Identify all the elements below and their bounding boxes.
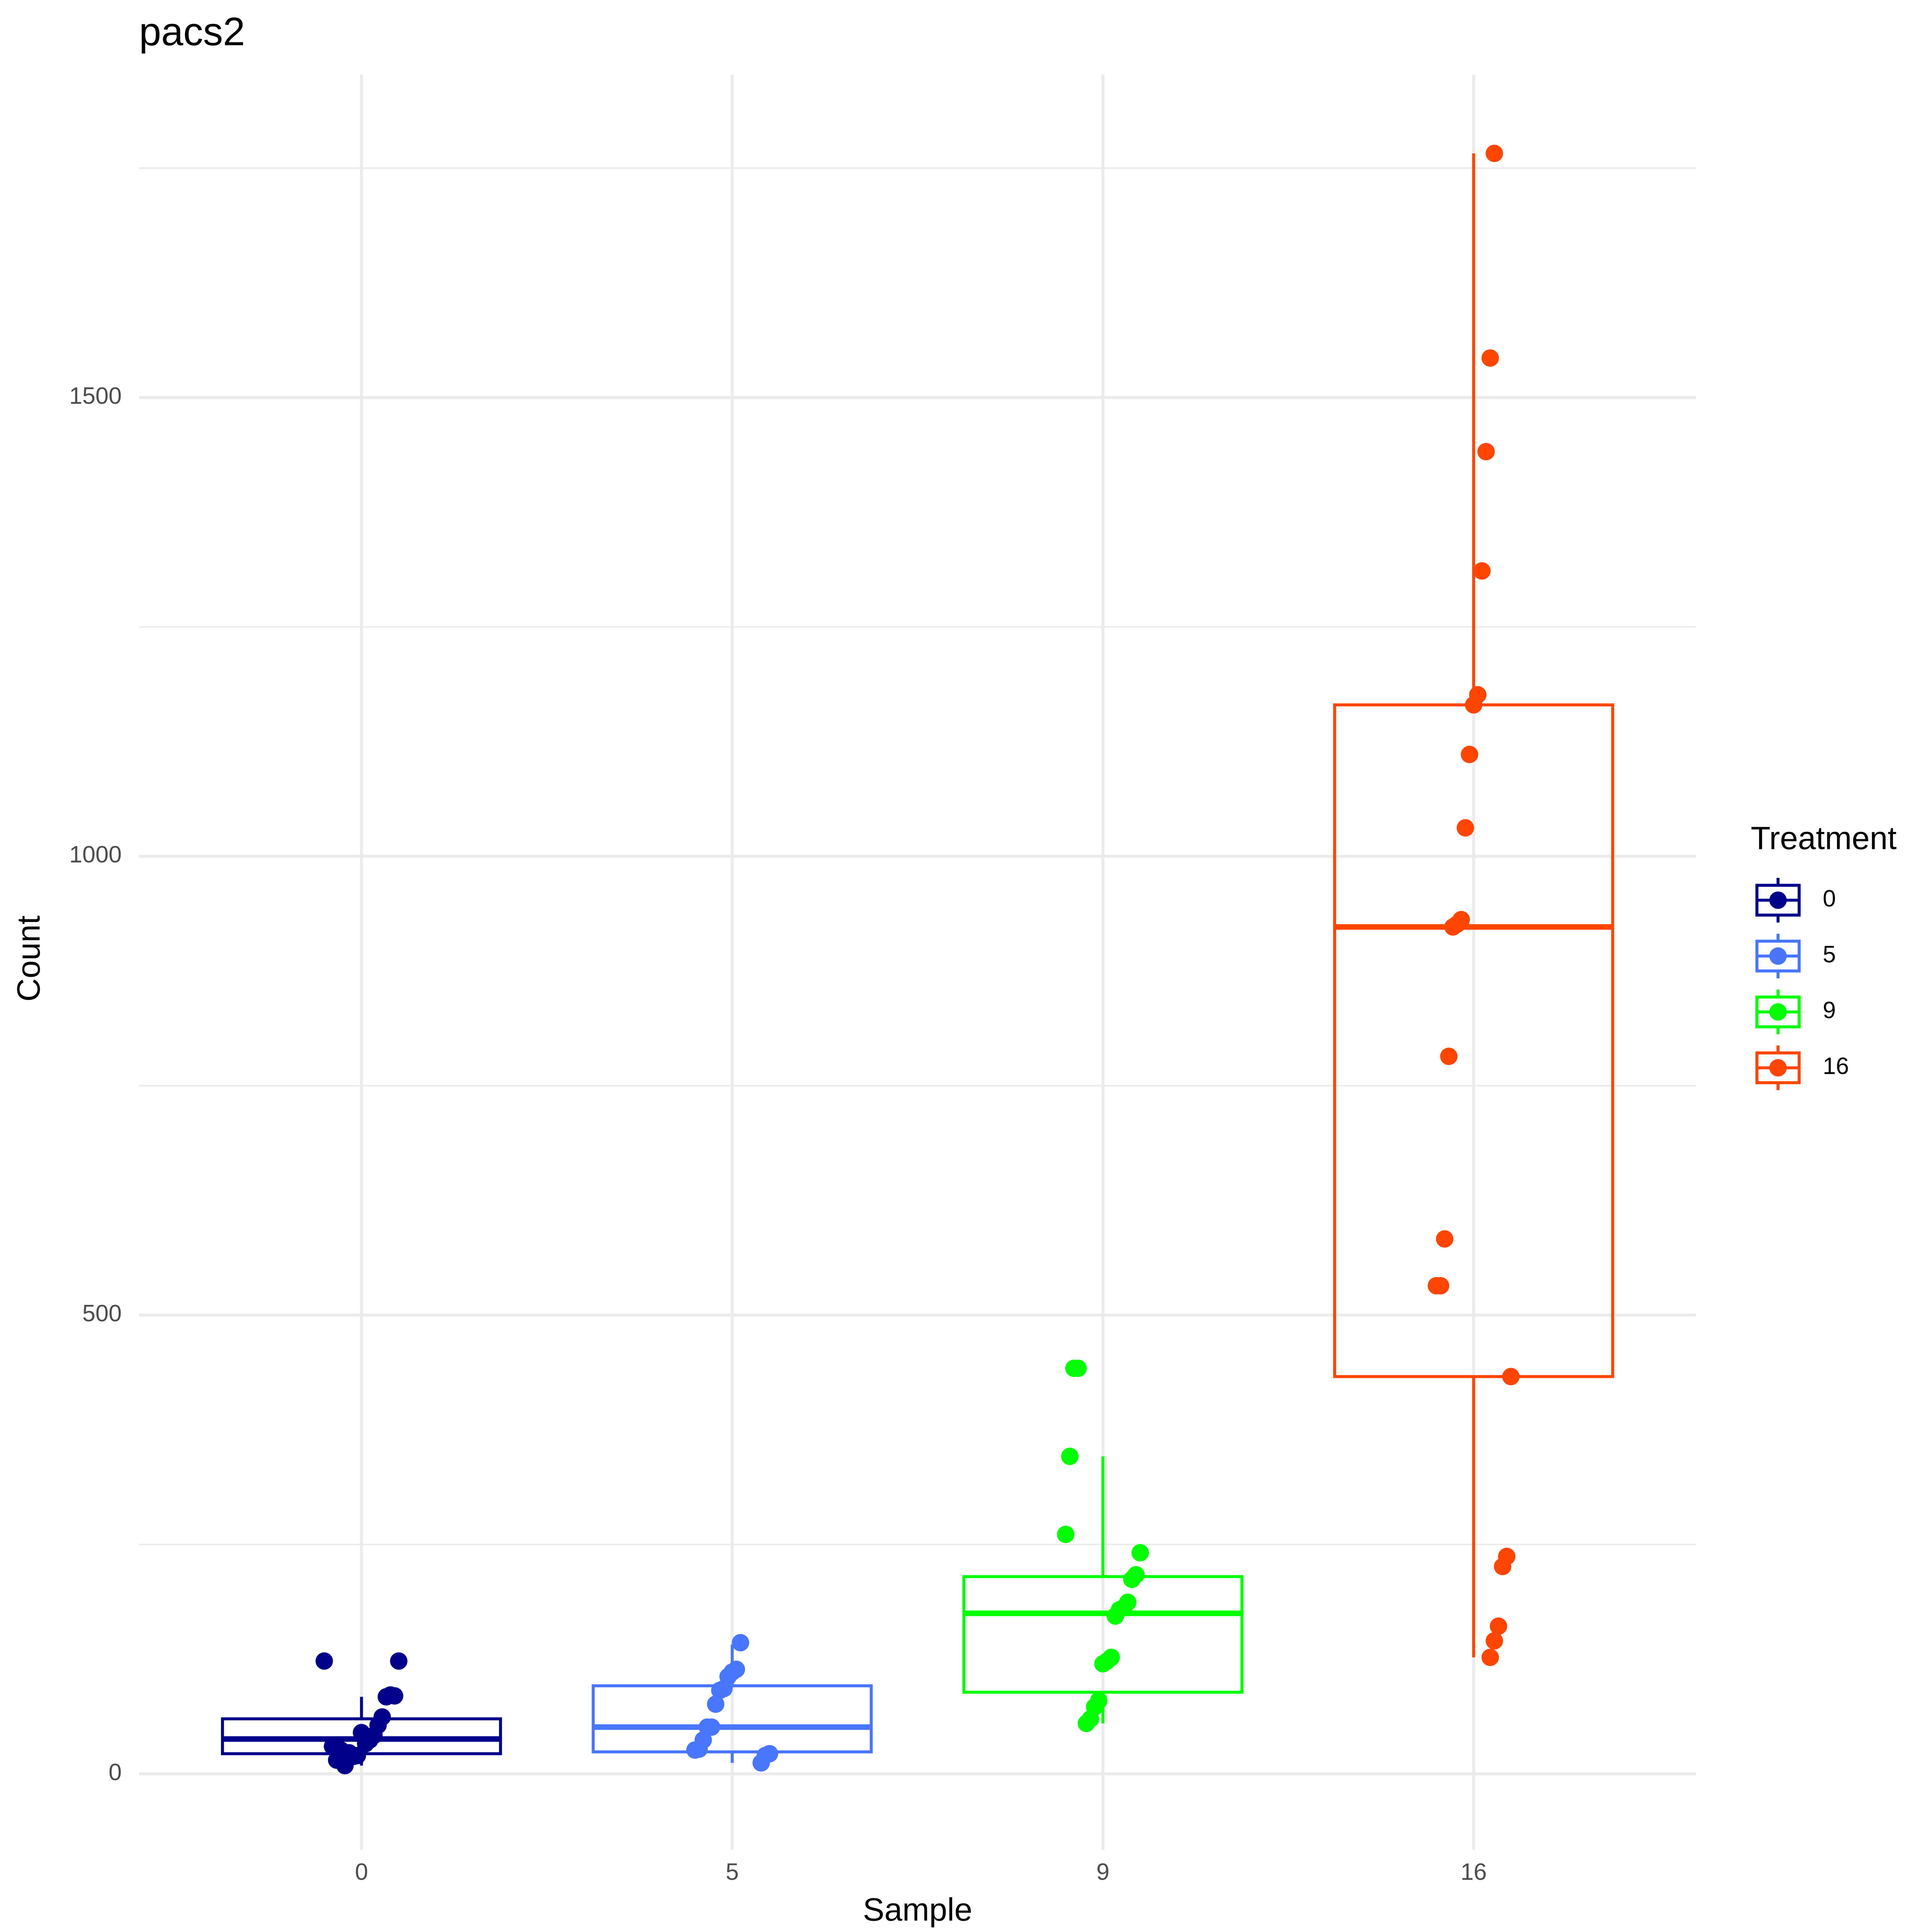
point [1123, 1570, 1141, 1588]
point [752, 1754, 770, 1772]
point [1078, 1714, 1095, 1732]
box [962, 1575, 1244, 1694]
point [315, 1652, 333, 1670]
y-tick-label: 1000 [69, 841, 122, 867]
x-tick-label: 0 [355, 1859, 368, 1885]
y-tick-label: 0 [109, 1759, 122, 1785]
point [1107, 1607, 1124, 1625]
legend-point [1769, 1003, 1787, 1021]
point [324, 1738, 342, 1755]
point [1473, 562, 1491, 580]
point [1477, 443, 1495, 461]
chart-title: pacs2 [139, 9, 245, 54]
point [1481, 1648, 1499, 1666]
point [1444, 918, 1462, 936]
point [707, 1695, 724, 1713]
point [1440, 1048, 1458, 1065]
point [1065, 1359, 1083, 1377]
legend-label: 9 [1823, 997, 1836, 1023]
x-tick-label: 5 [726, 1859, 739, 1885]
point [390, 1652, 408, 1670]
point [1436, 1230, 1454, 1248]
point [1131, 1544, 1149, 1561]
point [686, 1741, 704, 1759]
point [1427, 1277, 1445, 1294]
x-tick-label: 9 [1096, 1859, 1109, 1885]
y-tick-label: 1500 [69, 383, 122, 409]
point [1461, 745, 1478, 763]
y-axis-title: Count [10, 915, 46, 1002]
point [1485, 1632, 1503, 1650]
legend-point [1769, 1059, 1787, 1077]
point [1502, 1368, 1520, 1386]
point [1094, 1655, 1112, 1673]
point [731, 1634, 749, 1651]
y-tick-label: 500 [82, 1300, 122, 1327]
legend-point [1769, 947, 1787, 965]
point [1465, 696, 1483, 714]
legend-title: Treatment [1751, 820, 1897, 856]
point [711, 1682, 729, 1699]
legend-label: 0 [1823, 885, 1836, 912]
x-tick-label: 16 [1461, 1859, 1487, 1885]
point [1490, 1617, 1507, 1635]
point [328, 1751, 345, 1769]
point [1061, 1447, 1079, 1465]
point [1057, 1526, 1075, 1543]
legend-label: 5 [1823, 941, 1836, 967]
legend-label: 16 [1823, 1053, 1849, 1079]
x-axis-title: Sample [863, 1891, 972, 1928]
legend-point [1769, 891, 1787, 909]
point [353, 1724, 371, 1742]
point [1481, 349, 1499, 367]
point [1494, 1558, 1512, 1575]
point [378, 1688, 395, 1706]
point [1485, 145, 1503, 162]
box [592, 1684, 873, 1753]
point [1456, 819, 1474, 837]
